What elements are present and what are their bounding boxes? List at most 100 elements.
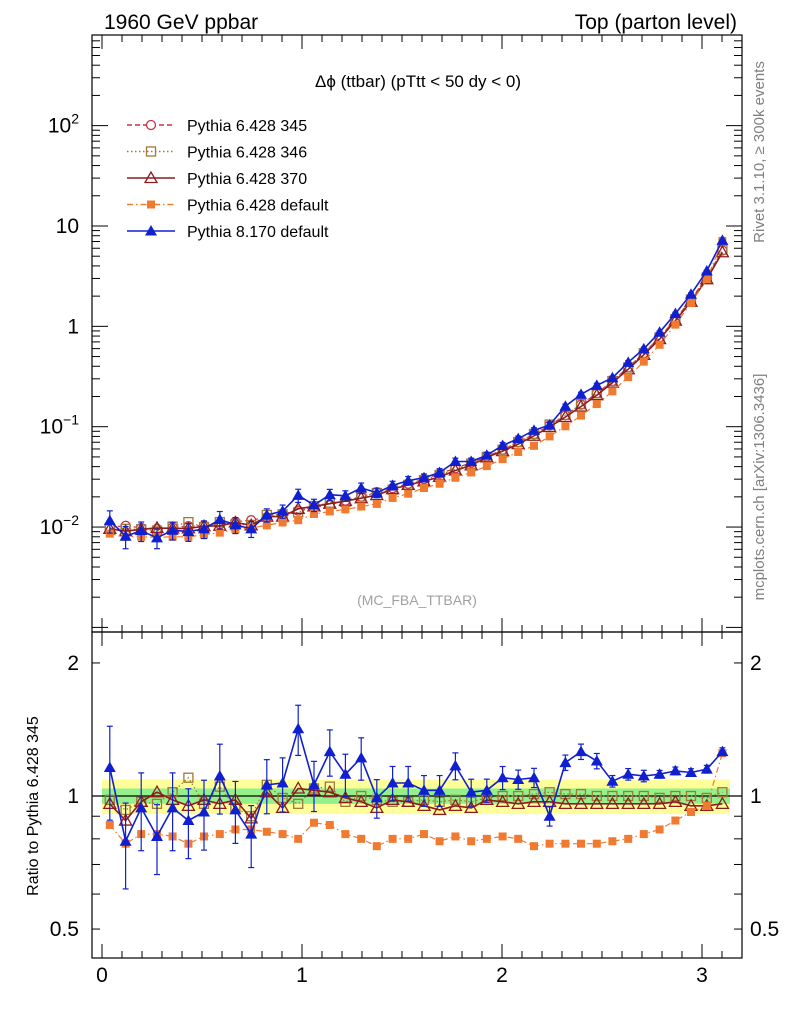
data-point <box>575 388 587 399</box>
data-point <box>293 798 304 809</box>
data-point <box>605 796 620 809</box>
series-line <box>109 776 723 818</box>
data-point <box>370 486 383 498</box>
y-tick-label: 2 <box>67 652 79 675</box>
data-point <box>637 342 650 354</box>
data-point <box>356 790 367 802</box>
data-point <box>292 722 305 734</box>
data-point <box>404 834 413 843</box>
data-point <box>652 796 667 809</box>
data-point <box>716 745 729 757</box>
data-point <box>433 784 446 795</box>
data-point <box>622 356 635 367</box>
data-point <box>151 531 163 543</box>
data-point <box>465 786 478 797</box>
data-point <box>451 473 460 482</box>
legend-entry-pythia-6-428-370: Pythia 6.428 370 <box>127 170 307 188</box>
data-point <box>308 778 320 790</box>
data-point <box>119 835 132 846</box>
data-point <box>480 449 493 460</box>
data-point <box>183 772 194 783</box>
data-point <box>687 808 695 817</box>
series-line <box>109 787 723 822</box>
data-point <box>715 244 730 258</box>
data-point <box>355 481 368 493</box>
series-line <box>109 240 724 539</box>
data-point <box>260 778 273 790</box>
data-point <box>435 837 444 846</box>
series-pythia-6-428-default <box>105 236 727 542</box>
data-point <box>668 794 683 807</box>
data-point <box>621 796 636 809</box>
y-tick-label: 10−2 <box>40 512 80 539</box>
data-point <box>166 801 179 813</box>
data-point <box>608 837 617 846</box>
data-point <box>145 119 157 131</box>
data-point <box>198 806 210 817</box>
data-point <box>402 777 415 788</box>
data-point <box>655 825 664 834</box>
data-point <box>357 502 366 511</box>
series-line <box>109 240 723 538</box>
data-point <box>514 834 523 843</box>
data-point <box>432 802 447 816</box>
data-point <box>465 455 478 466</box>
data-point <box>418 784 430 795</box>
header-left-label: 1960 GeV ppbar <box>104 11 258 34</box>
data-point <box>573 399 589 412</box>
data-point <box>528 771 540 783</box>
data-point <box>655 340 664 349</box>
data-point <box>637 769 650 781</box>
rivet-label: Rivet 3.1.10, ≥ 300k events <box>751 61 768 243</box>
data-point <box>592 839 601 848</box>
x-tick-label: 1 <box>296 964 308 987</box>
data-point <box>385 792 400 806</box>
data-point <box>575 745 587 757</box>
legend-label: Pythia 8.170 default <box>187 224 329 241</box>
data-point <box>182 525 195 537</box>
data-point <box>669 764 682 776</box>
data-point <box>310 818 318 827</box>
data-point <box>291 781 306 794</box>
data-point <box>654 792 665 804</box>
data-point <box>451 832 460 841</box>
data-point <box>528 424 540 435</box>
data-point <box>135 524 148 536</box>
data-point <box>687 298 695 307</box>
data-point <box>496 771 509 783</box>
data-point <box>372 842 381 851</box>
data-point <box>323 745 336 757</box>
data-point <box>479 792 494 806</box>
data-point <box>325 820 334 829</box>
data-point <box>559 400 572 411</box>
legend: Pythia 6.428 345 Pythia 6.428 346 Pythia 6… <box>127 118 329 241</box>
data-point <box>638 790 649 802</box>
data-point <box>213 513 226 524</box>
data-point <box>143 170 159 184</box>
data-point <box>700 265 713 276</box>
data-point <box>700 763 713 774</box>
data-point <box>639 357 648 366</box>
data-point <box>370 791 383 803</box>
data-point <box>260 508 273 520</box>
data-point <box>561 422 570 431</box>
data-point <box>592 400 601 409</box>
data-point <box>105 820 114 829</box>
y-tick-label: 1 <box>67 785 79 808</box>
data-point <box>606 371 619 383</box>
series-pythia-6-428-370 <box>102 244 730 537</box>
x-tick-label: 2 <box>496 964 508 987</box>
data-point <box>589 387 604 401</box>
data-point <box>149 784 165 798</box>
data-point <box>669 307 682 319</box>
data-point <box>416 798 432 811</box>
main-panel: 10−2 10−1 1 10 102 <box>40 34 743 633</box>
data-point <box>276 505 289 516</box>
ratio-ylabel: Ratio to Pythia 6.428 345 <box>25 716 42 896</box>
data-point <box>653 326 666 337</box>
data-point <box>435 479 444 488</box>
data-point <box>543 418 556 430</box>
y-tick-label: 102 <box>48 111 79 138</box>
data-point <box>558 409 573 423</box>
